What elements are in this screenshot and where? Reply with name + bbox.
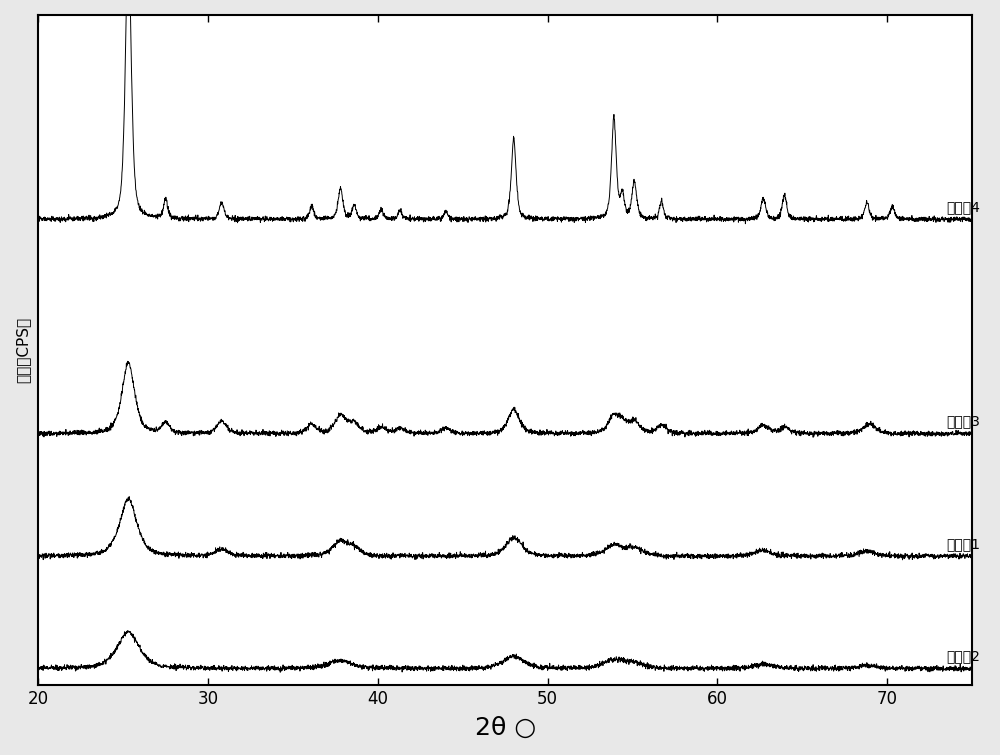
Text: 实施奡1: 实施奡1 — [947, 537, 981, 551]
Text: 实施奡3: 实施奡3 — [947, 414, 981, 429]
Y-axis label: 强度（CPS）: 强度（CPS） — [15, 317, 30, 383]
X-axis label: 2θ ○: 2θ ○ — [475, 716, 536, 740]
Text: 实施奡2: 实施奡2 — [947, 649, 981, 664]
Text: 实施奡4: 实施奡4 — [947, 200, 981, 214]
